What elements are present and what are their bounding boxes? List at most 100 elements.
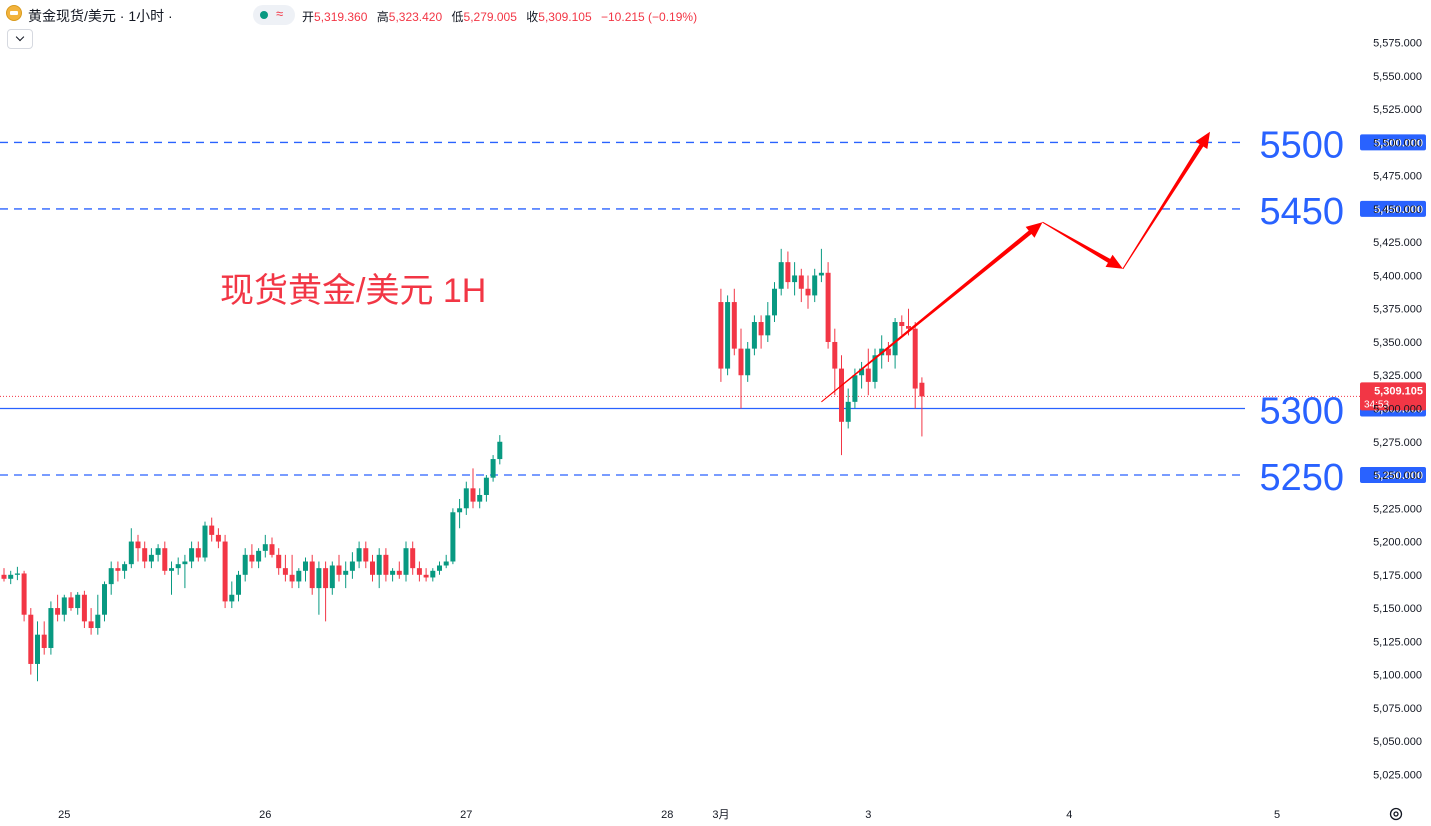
candle-body [899, 322, 905, 327]
candle-body [282, 568, 288, 575]
candle-body [115, 568, 121, 571]
projection-arrow-segment [1042, 221, 1123, 269]
market-status-badge[interactable]: ≈ [253, 5, 295, 25]
symbol-title[interactable]: 黄金现货/美元 · 1小时 · [28, 8, 173, 24]
candle-body [262, 544, 268, 551]
time-axis[interactable]: 25 26 27 28 3月 3 4 5 [58, 809, 1280, 821]
candle-body [316, 568, 322, 589]
candle-body [108, 568, 114, 585]
candle-body [195, 548, 201, 558]
wave-icon: ≈ [276, 6, 284, 21]
y-tick-label: 5,575.000 [1373, 38, 1422, 50]
last-price-axis-text: 5,309.105 [1374, 385, 1423, 397]
candle-body [919, 382, 925, 397]
candle-body [1, 574, 7, 579]
price-axis[interactable]: 5,575.000 5,550.000 5,525.000 5,500.000 5,47… [1373, 38, 1422, 782]
chart-header: 黄金现货/美元 · 1小时 · ≈ 开5,319.360 高5,323.420 … [0, 0, 1350, 30]
candle-body [852, 375, 858, 402]
change-value: −10.215 (−0.19%) [601, 10, 698, 24]
candle-body [892, 322, 898, 356]
market-open-dot-icon [260, 11, 268, 19]
candle-body [751, 322, 757, 349]
x-tick-label: 27 [460, 809, 472, 821]
candle-body [41, 634, 47, 648]
candle-body [832, 341, 838, 369]
candle-body [162, 548, 168, 571]
candle-body [731, 302, 737, 349]
candle-body [236, 574, 241, 595]
y-tick-label: 5,175.000 [1373, 570, 1422, 582]
candle-body [423, 574, 429, 578]
y-tick-label: 5,350.000 [1373, 337, 1422, 349]
y-tick-label: 5,375.000 [1373, 304, 1422, 316]
candle-body [14, 573, 20, 575]
candle-body [75, 594, 81, 609]
candle-body [209, 525, 215, 535]
candle-body [222, 541, 228, 602]
close-label: 收 [526, 10, 539, 24]
candle-body [68, 597, 74, 609]
candle-body [885, 348, 891, 356]
candle-body [128, 541, 134, 565]
candle-body [430, 570, 436, 578]
candle-body [242, 554, 248, 575]
candle-body [215, 534, 221, 542]
candle-body [61, 597, 67, 615]
collapse-legend-button[interactable] [7, 29, 33, 49]
candle-body [28, 614, 34, 664]
y-tick-label: 5,300.000 [1373, 404, 1422, 416]
candle-body [845, 401, 851, 422]
candle-body [349, 561, 355, 571]
y-tick-label: 5,075.000 [1373, 703, 1422, 715]
candle-body [912, 328, 918, 389]
candle-body [289, 574, 295, 582]
candle-body [410, 548, 416, 569]
candle-body [122, 564, 128, 571]
projection-arrow-segment [821, 222, 1043, 403]
candle-body [450, 512, 456, 562]
candle-body [102, 584, 107, 615]
candle-body [477, 494, 483, 502]
candle-body [906, 326, 911, 329]
candle-body [155, 548, 161, 555]
candle-body [370, 561, 375, 575]
y-tick-label: 5,475.000 [1373, 171, 1422, 183]
open-label: 开 [302, 10, 315, 24]
last-price-axis-tag [1360, 382, 1426, 411]
x-tick-label: 26 [259, 809, 271, 821]
candle-body [336, 565, 342, 575]
candle-body [8, 574, 14, 579]
y-tick-label: 5,275.000 [1373, 437, 1422, 449]
low-label: 低 [451, 10, 464, 24]
price-level-label: 5250 [1259, 457, 1344, 499]
x-tick-label: 25 [58, 809, 70, 821]
candle-body [88, 621, 94, 629]
candle-body [81, 594, 87, 622]
price-level-label: 5500 [1259, 124, 1344, 166]
candle-body [738, 348, 744, 376]
candle-body [48, 608, 54, 648]
candle-body [758, 322, 764, 336]
y-tick-label: 5,400.000 [1373, 270, 1422, 282]
x-tick-label: 4 [1066, 809, 1072, 821]
candle-body [189, 548, 195, 562]
y-tick-label: 5,150.000 [1373, 603, 1422, 615]
y-tick-label: 5,450.000 [1373, 204, 1422, 216]
countdown-text: 34:53 [1364, 399, 1389, 410]
candle-body [416, 568, 422, 575]
candle-body [765, 315, 771, 336]
candle-body [269, 544, 275, 555]
close-value: 5,309.105 [538, 10, 592, 24]
candle-body [805, 288, 811, 296]
settings-gear-icon[interactable] [1388, 806, 1404, 822]
candle-body [249, 554, 255, 562]
ohlc-readout: 开5,319.360 高5,323.420 低5,279.005 收5,309.… [302, 8, 703, 25]
price-level-axis-text: 5,500.000 [1374, 137, 1423, 149]
candle-body [383, 554, 389, 575]
candle-body [202, 525, 208, 558]
price-level-axis-tag [1360, 467, 1426, 484]
candlestick-series [1, 248, 925, 682]
candle-body [303, 561, 308, 571]
candle-body [396, 570, 402, 575]
